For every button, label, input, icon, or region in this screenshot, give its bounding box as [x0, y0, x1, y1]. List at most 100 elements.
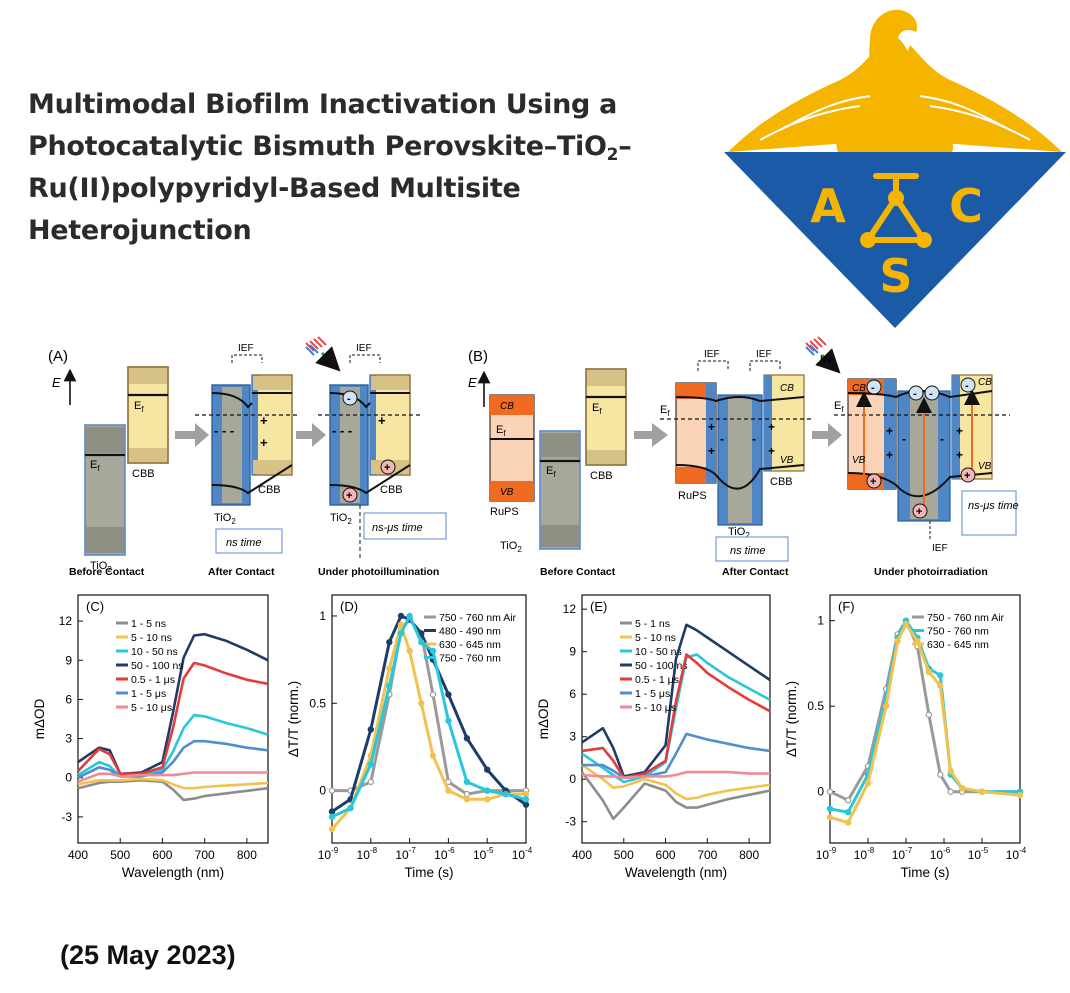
svg-text:CBB: CBB [770, 476, 793, 488]
y-tick-label: 12 [563, 602, 577, 616]
ief-a2: IEF [356, 343, 372, 354]
scheme-b-label: (B) [468, 348, 488, 365]
chart-f: 0 0.5 1 10-9 10-8 10-7 10-6 10-5 10-4 Time (s) ΔT/… [784, 594, 1027, 880]
svg-text:CBB: CBB [590, 470, 613, 482]
time-box-b2 [961, 490, 1017, 536]
data-point [925, 668, 933, 676]
svg-text:-: - [913, 388, 917, 400]
ief-b1: IEF [704, 349, 720, 360]
chart-e: -3 0 3 6 9 12 400 500 600 700 800 Wavelength (nm) mΔ… [536, 594, 771, 880]
y-tick-label: 1 [817, 614, 824, 628]
x-tick-label: 600 [656, 848, 676, 862]
legend-entry: 0.5 - 1 μs [635, 674, 679, 686]
x-axis-label: Wavelength (nm) [122, 865, 224, 880]
legend-entry: 1 - 5 μs [131, 688, 166, 700]
legend-entry: 750 - 760 nm Air [927, 612, 1005, 624]
data-point [894, 637, 901, 645]
data-point [522, 796, 530, 803]
cb-b3-left: CB [852, 383, 866, 394]
data-point [463, 790, 471, 798]
data-point [406, 647, 413, 655]
article-title: Multimodal Biofilm Inactivation Using a … [28, 84, 718, 252]
legend-entry: 5 - 10 ns [635, 632, 676, 644]
svg-text:-: - [902, 432, 906, 446]
x-tick-label: 10-7 [892, 846, 913, 862]
data-point [937, 771, 944, 778]
data-point [826, 814, 834, 821]
energy-axis-label: E [52, 375, 61, 390]
x-tick-label: 10-4 [512, 846, 533, 862]
data-point [947, 788, 954, 795]
y-tick-label: 0.5 [807, 699, 824, 713]
svg-text:Ef: Ef [834, 400, 844, 414]
svg-text:+: + [886, 448, 893, 462]
legend-entry: 630 - 645 nm [927, 639, 989, 651]
y-tick-label: 0 [319, 784, 326, 798]
svg-text:Ef: Ef [546, 465, 556, 479]
svg-text:+: + [870, 476, 876, 488]
svg-text:+: + [378, 413, 386, 428]
data-point [445, 787, 452, 794]
data-point [397, 630, 405, 637]
arrow-b2 [812, 423, 842, 447]
svg-text:+: + [708, 444, 715, 458]
x-tick-label: 10-6 [434, 846, 455, 862]
legend-entry: 0.5 - 1 μs [131, 674, 175, 686]
y-tick-label: 12 [59, 614, 73, 628]
svg-text:+: + [708, 420, 715, 434]
legend-entry: 50 - 100 ns [635, 660, 688, 672]
data-point [1016, 791, 1024, 799]
time-b2: ns-μs time [968, 500, 1019, 512]
panel-label: (F) [838, 599, 855, 614]
x-tick-label: 10-5 [968, 846, 989, 862]
x-tick-label: 800 [739, 848, 759, 862]
hv-label: hv [820, 354, 832, 366]
y-axis-label: ΔT/T (norm.) [286, 681, 301, 757]
title-line-4: Heterojunction [28, 215, 252, 246]
tio2-label-a2: TiO2 [214, 512, 236, 526]
y-tick-label: 6 [65, 692, 72, 706]
vb-b3-left: VB [852, 455, 866, 466]
svg-text:+: + [956, 424, 963, 438]
data-point [328, 813, 336, 821]
chart-c: -3 0 3 6 9 12 400 500 600 700 800 Wavelength (nm) mΔ… [32, 594, 269, 880]
series-line [77, 739, 269, 779]
panel-label: (C) [86, 599, 104, 614]
title-line-3: Ru(II)polypyridyl-Based Multisite [28, 173, 521, 204]
data-point [347, 804, 354, 812]
cbb-label-a2: CBB [258, 484, 281, 496]
svg-text:+: + [384, 462, 390, 474]
legend-entry: 50 - 100 ns [131, 660, 184, 672]
data-point [844, 819, 852, 826]
data-point [937, 682, 944, 689]
ief-b3: IEF [932, 543, 948, 554]
y-tick-label: 0 [569, 772, 576, 786]
data-point [502, 790, 509, 798]
tio2-ef-a1: Ef [90, 459, 100, 473]
x-tick-label: 500 [110, 848, 130, 862]
ief-a1: IEF [238, 343, 254, 354]
x-tick-label: 10-8 [357, 846, 378, 862]
data-point [937, 672, 944, 679]
legend-entry: 480 - 490 nm [439, 626, 501, 638]
y-tick-label: 1 [319, 609, 326, 623]
y-axis-label: mΔOD [536, 698, 551, 739]
data-point [826, 805, 834, 812]
svg-text:- - -: - - - [214, 423, 234, 438]
svg-text:Ef: Ef [592, 402, 602, 416]
scheme-b: (B) E CB VB Ef RuPS Ef TiO2 Ef CBB Befor… [468, 336, 1019, 578]
data-point [484, 787, 491, 794]
legend-entry: 5 - 10 μs [131, 702, 172, 714]
svg-text:Ef: Ef [660, 404, 670, 418]
flask-icon [860, 173, 932, 248]
svg-text:-: - [929, 388, 933, 400]
data-point [367, 726, 374, 733]
legend-entry: 750 - 760 nm [439, 653, 501, 665]
chart-d: 0 0.5 1 10-9 10-8 10-7 10-6 10-5 10-4 Time (s) ΔT/… [286, 594, 533, 880]
light-icon [305, 336, 341, 372]
plot-frame [331, 594, 527, 844]
y-tick-label: 3 [569, 730, 576, 744]
stage-b1: Before Contact [540, 566, 616, 578]
data-point [406, 612, 413, 620]
phoenix-icon [728, 9, 1062, 152]
